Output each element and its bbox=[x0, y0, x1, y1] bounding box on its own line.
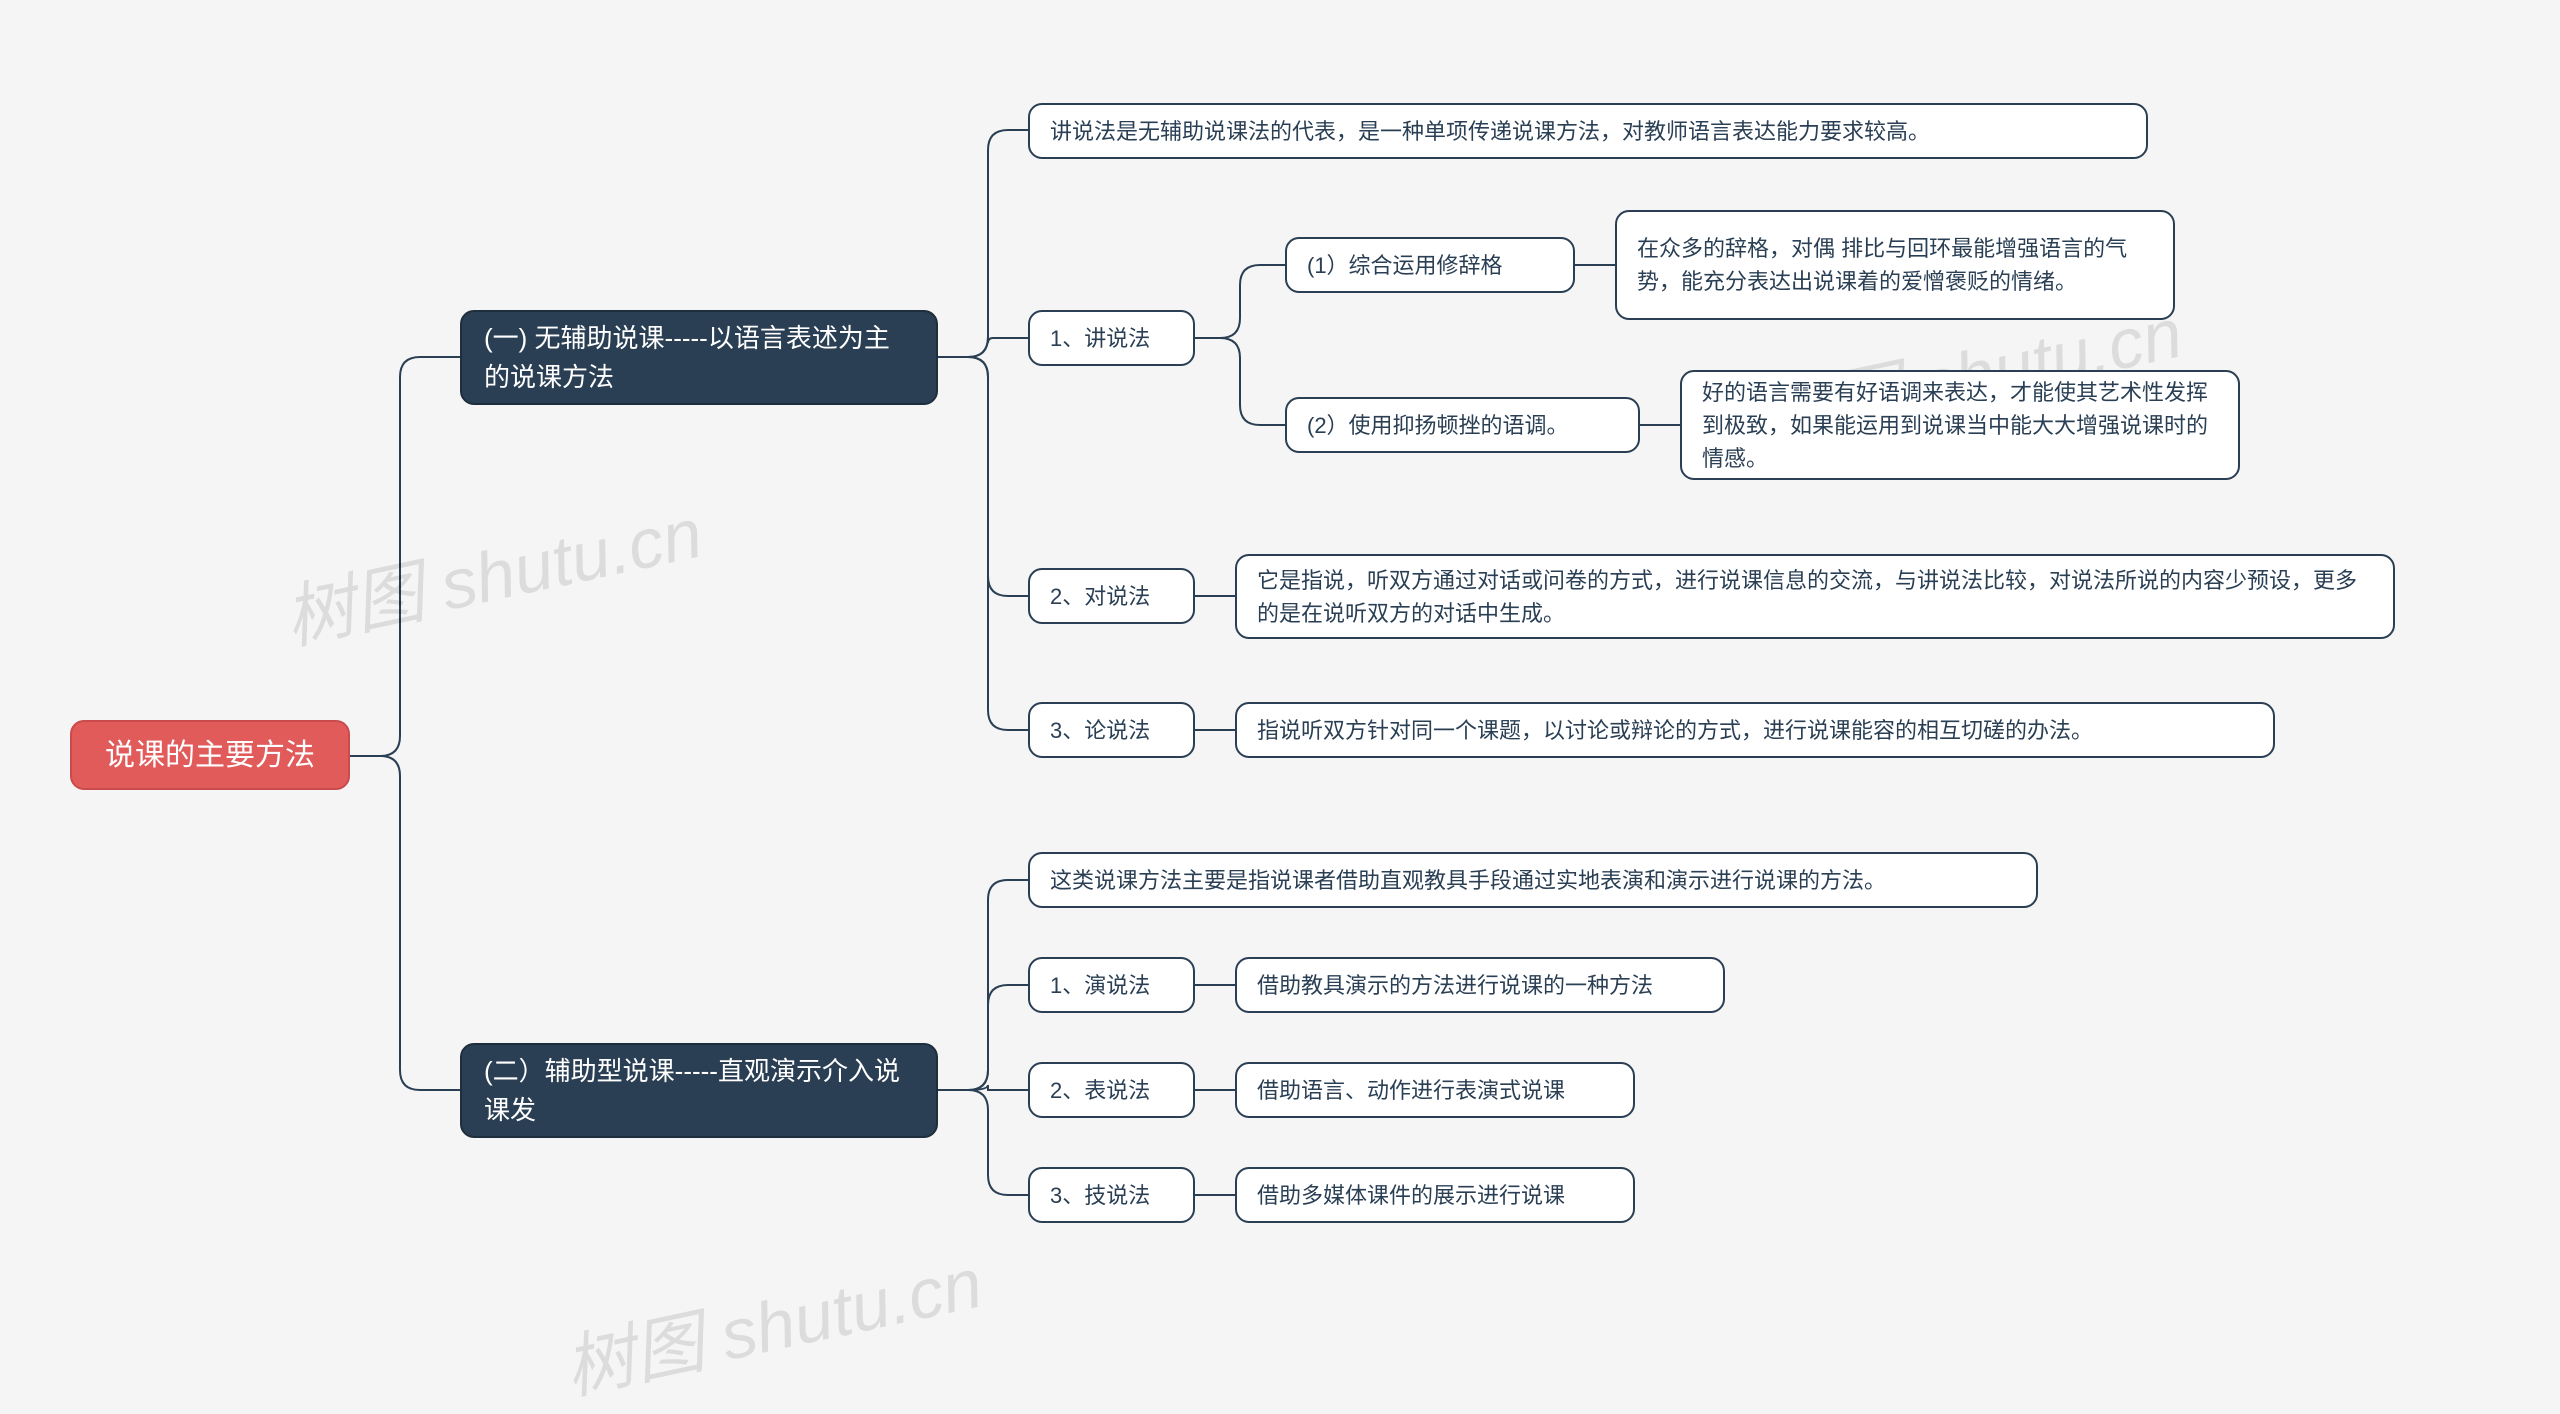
leaf-b1i1s1[interactable]: (1）综合运用修辞格 bbox=[1285, 237, 1575, 293]
leaf-text: 3、技说法 bbox=[1050, 1179, 1150, 1212]
leaf-b2-intro[interactable]: 这类说课方法主要是指说课者借助直观教具手段通过实地表演和演示进行说课的方法。 bbox=[1028, 852, 2038, 908]
leaf-b2i3[interactable]: 3、技说法 bbox=[1028, 1167, 1195, 1223]
leaf-b2i2-detail[interactable]: 借助语言、动作进行表演式说课 bbox=[1235, 1062, 1635, 1118]
branch-b1[interactable]: (一) 无辅助说课-----以语言表述为主的说课方法 bbox=[460, 310, 938, 405]
leaf-text: 借助教具演示的方法进行说课的一种方法 bbox=[1257, 969, 1653, 1002]
leaf-text: 借助语言、动作进行表演式说课 bbox=[1257, 1074, 1565, 1107]
leaf-text: 好的语言需要有好语调来表达，才能使其艺术性发挥到极致，如果能运用到说课当中能大大… bbox=[1702, 376, 2218, 475]
leaf-b1i3-detail[interactable]: 指说听双方针对同一个课题，以讨论或辩论的方式，进行说课能容的相互切磋的办法。 bbox=[1235, 702, 2275, 758]
leaf-text: 1、演说法 bbox=[1050, 969, 1150, 1002]
leaf-text: 2、对说法 bbox=[1050, 580, 1150, 613]
leaf-b2i1[interactable]: 1、演说法 bbox=[1028, 957, 1195, 1013]
watermark: 树图 shutu.cn bbox=[554, 1227, 990, 1414]
leaf-b1i1s1-detail[interactable]: 在众多的辞格，对偶 排比与回环最能增强语言的气势，能充分表达出说课着的爱憎褒贬的… bbox=[1615, 210, 2175, 320]
leaf-text: 这类说课方法主要是指说课者借助直观教具手段通过实地表演和演示进行说课的方法。 bbox=[1050, 864, 1886, 897]
root-node[interactable]: 说课的主要方法 bbox=[70, 720, 350, 790]
leaf-text: 借助多媒体课件的展示进行说课 bbox=[1257, 1179, 1565, 1212]
leaf-text: (1）综合运用修辞格 bbox=[1307, 249, 1503, 282]
leaf-text: (2）使用抑扬顿挫的语调。 bbox=[1307, 409, 1569, 442]
leaf-b1i1s2[interactable]: (2）使用抑扬顿挫的语调。 bbox=[1285, 397, 1640, 453]
leaf-b2i3-detail[interactable]: 借助多媒体课件的展示进行说课 bbox=[1235, 1167, 1635, 1223]
leaf-b1-intro[interactable]: 讲说法是无辅助说课法的代表，是一种单项传递说课方法，对教师语言表达能力要求较高。 bbox=[1028, 103, 2148, 159]
leaf-b1i2-detail[interactable]: 它是指说，听双方通过对话或问卷的方式，进行说课信息的交流，与讲说法比较，对说法所… bbox=[1235, 554, 2395, 639]
branch-b2[interactable]: (二）辅助型说课-----直观演示介入说课发 bbox=[460, 1043, 938, 1138]
leaf-text: 它是指说，听双方通过对话或问卷的方式，进行说课信息的交流，与讲说法比较，对说法所… bbox=[1257, 564, 2373, 630]
leaf-b1i1s2-detail[interactable]: 好的语言需要有好语调来表达，才能使其艺术性发挥到极致，如果能运用到说课当中能大大… bbox=[1680, 370, 2240, 480]
leaf-text: 1、讲说法 bbox=[1050, 322, 1150, 355]
leaf-text: 讲说法是无辅助说课法的代表，是一种单项传递说课方法，对教师语言表达能力要求较高。 bbox=[1050, 115, 1930, 148]
watermark: 树图 shutu.cn bbox=[274, 477, 710, 664]
leaf-text: 3、论说法 bbox=[1050, 714, 1150, 747]
leaf-b2i2[interactable]: 2、表说法 bbox=[1028, 1062, 1195, 1118]
leaf-b1i3[interactable]: 3、论说法 bbox=[1028, 702, 1195, 758]
leaf-b1i2[interactable]: 2、对说法 bbox=[1028, 568, 1195, 624]
leaf-text: 2、表说法 bbox=[1050, 1074, 1150, 1107]
branch-label: (一) 无辅助说课-----以语言表述为主的说课方法 bbox=[484, 319, 914, 397]
leaf-text: 指说听双方针对同一个课题，以讨论或辩论的方式，进行说课能容的相互切磋的办法。 bbox=[1257, 714, 2093, 747]
branch-label: (二）辅助型说课-----直观演示介入说课发 bbox=[484, 1052, 914, 1130]
root-label: 说课的主要方法 bbox=[105, 733, 315, 778]
leaf-b2i1-detail[interactable]: 借助教具演示的方法进行说课的一种方法 bbox=[1235, 957, 1725, 1013]
leaf-text: 在众多的辞格，对偶 排比与回环最能增强语言的气势，能充分表达出说课着的爱憎褒贬的… bbox=[1637, 232, 2153, 298]
leaf-b1i1[interactable]: 1、讲说法 bbox=[1028, 310, 1195, 366]
connector-layer bbox=[0, 0, 2560, 1367]
